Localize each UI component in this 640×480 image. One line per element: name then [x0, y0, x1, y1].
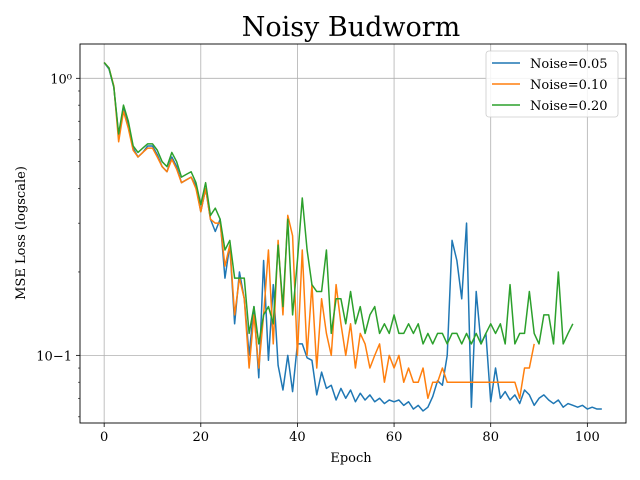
legend-entry-label: Noise=0.05	[530, 57, 608, 72]
y-tick-label: 10⁰	[50, 72, 72, 87]
x-tick-label: 60	[386, 430, 403, 445]
y-tick-label: 10−1	[36, 349, 72, 364]
x-tick-label: 100	[575, 430, 600, 445]
legend-box	[485, 50, 619, 118]
x-tick-label: 0	[100, 430, 108, 445]
x-tick-label: 40	[289, 430, 306, 445]
legend-entry-label: Noise=0.10	[530, 78, 608, 93]
x-tick-label: 20	[193, 430, 210, 445]
grid-layer	[80, 44, 626, 423]
x-tick-label: 80	[482, 430, 499, 445]
legend: Noise=0.05 Noise=0.10 Noise=0.20	[485, 50, 619, 118]
series-line	[103, 62, 535, 400]
legend-entry-label: Noise=0.20	[530, 99, 608, 114]
x-axis-label: Epoch	[330, 451, 372, 466]
tick-layer: 0 20 40 60 80 100 10−1 10⁰	[36, 72, 599, 445]
series-line	[103, 62, 574, 345]
plot-frame	[79, 43, 627, 424]
y-axis-label: MSE Loss (logscale)	[14, 166, 29, 300]
series-layer	[103, 62, 602, 412]
chart-title: Noisy Budworm	[242, 12, 461, 43]
